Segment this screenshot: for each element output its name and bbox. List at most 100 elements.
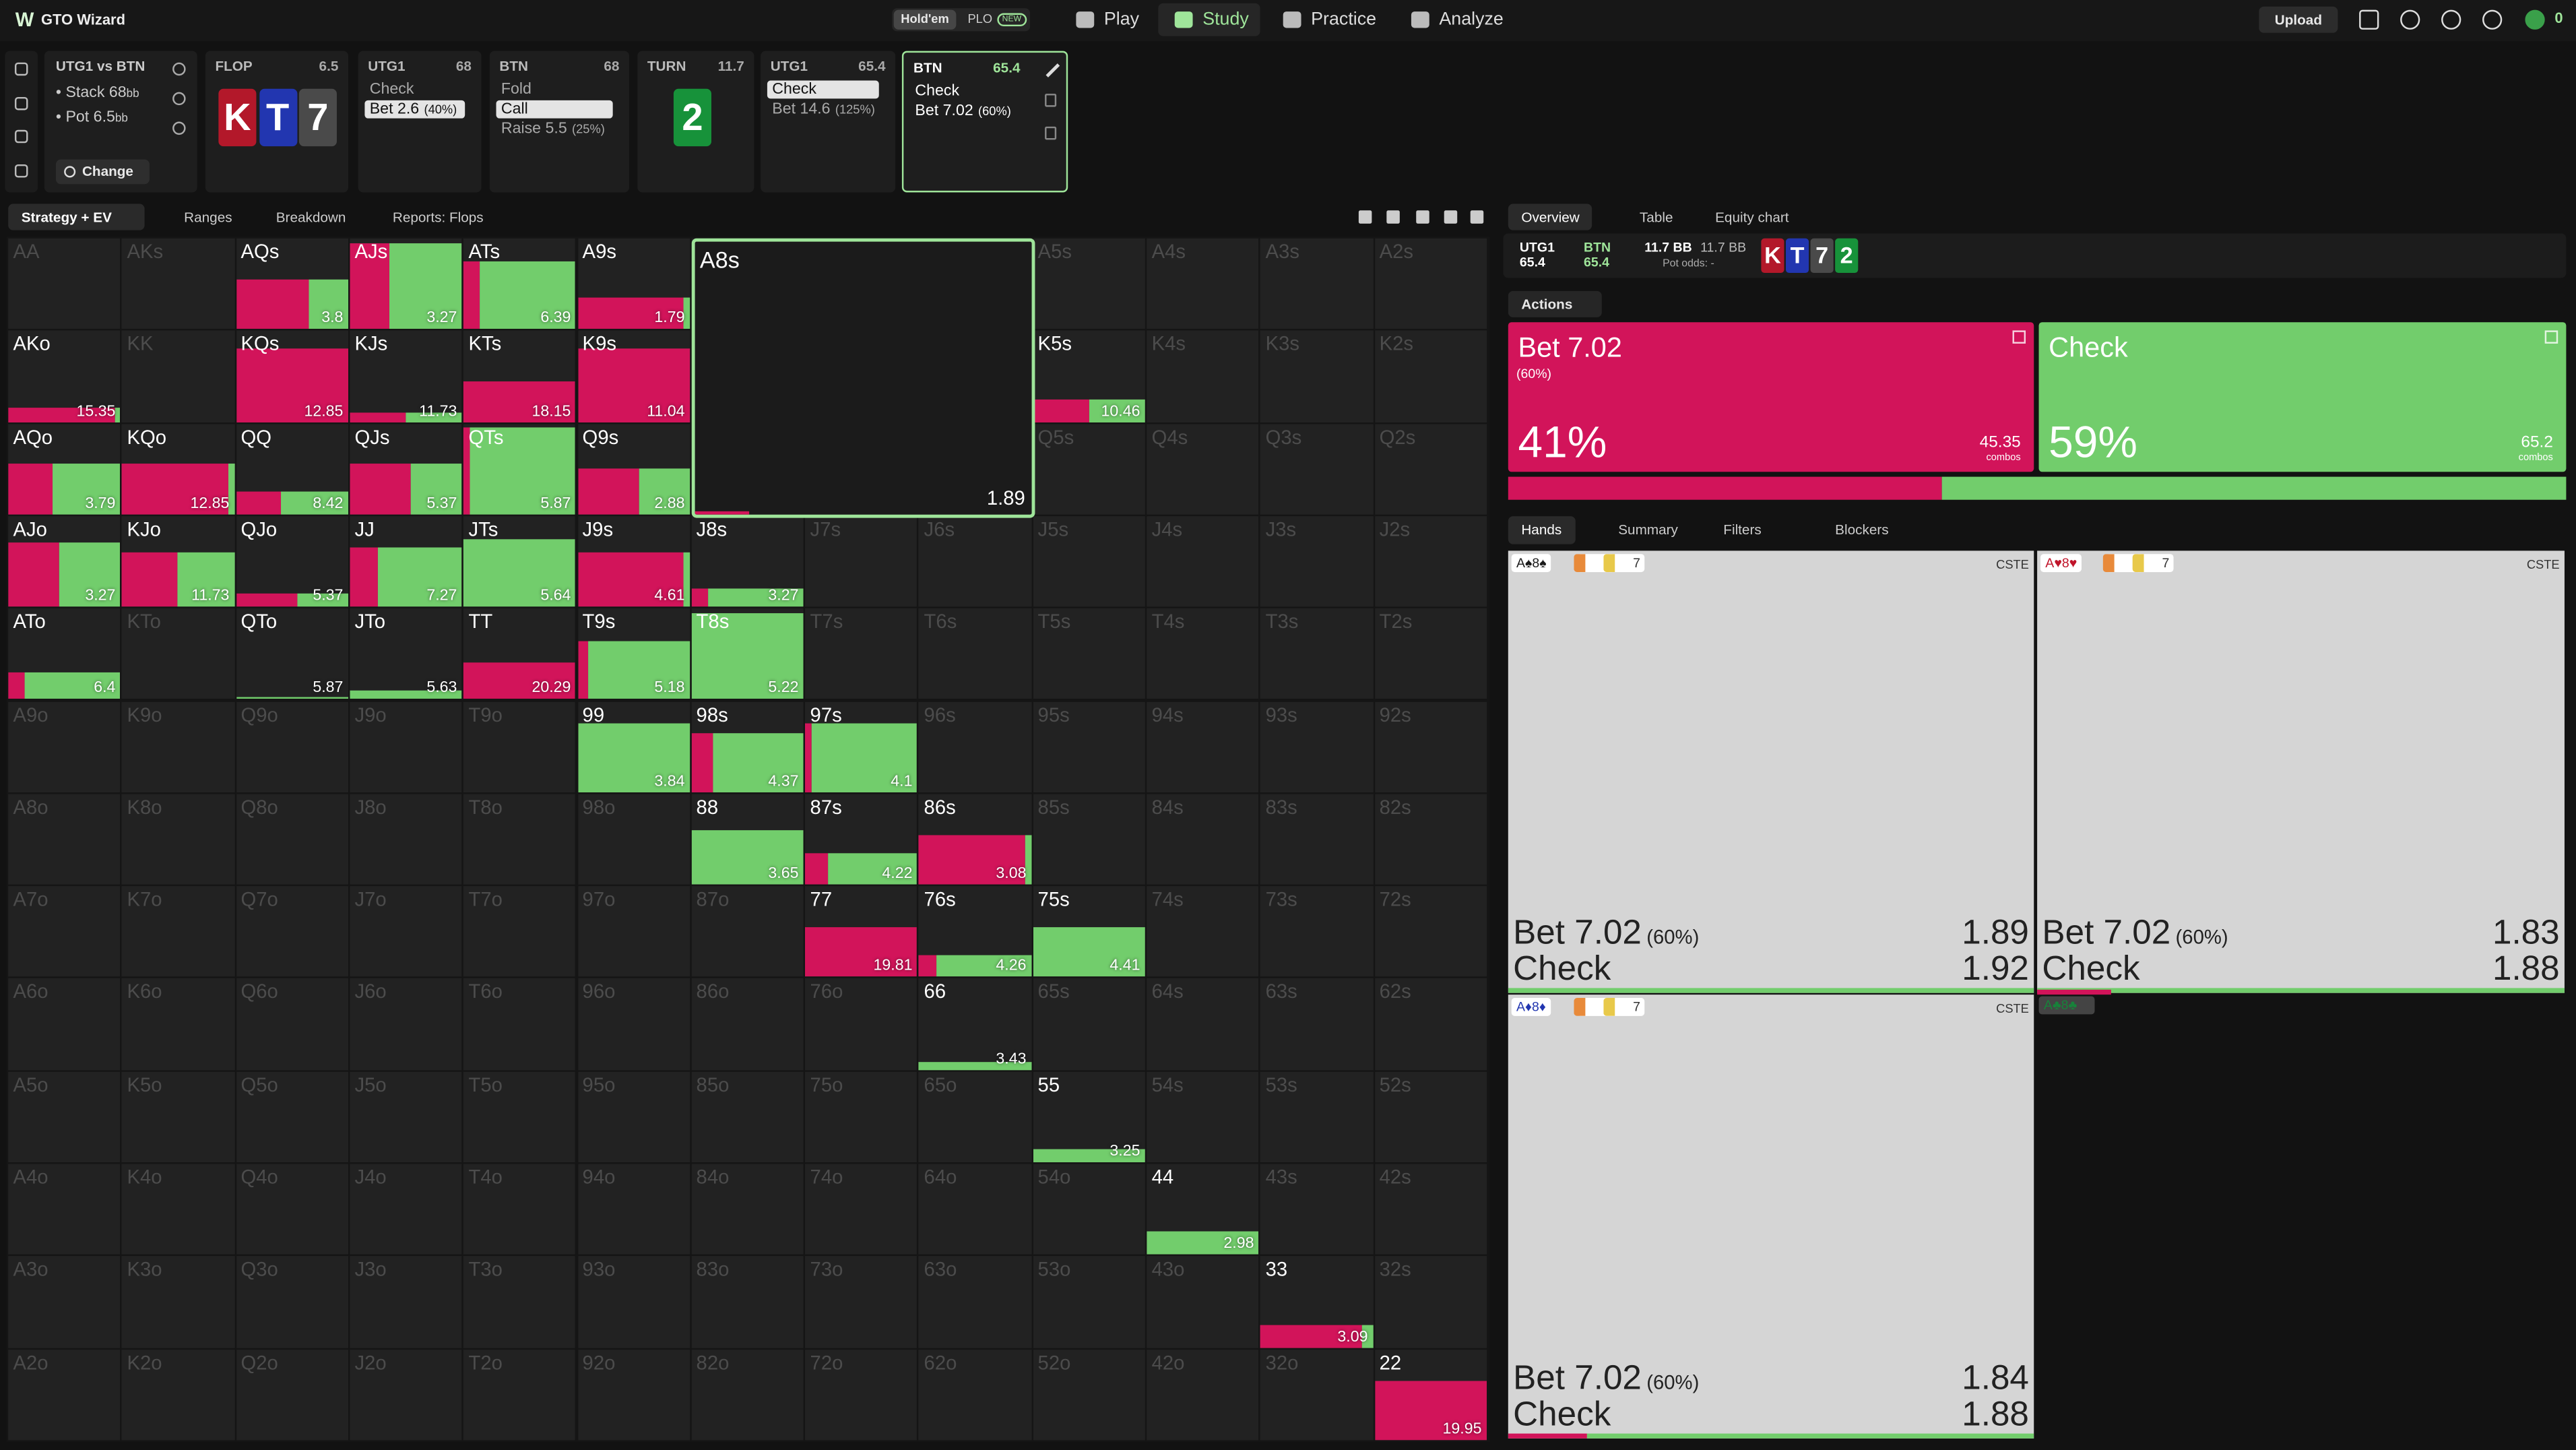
hand-cell[interactable]: J9s 4.61 — [577, 515, 690, 607]
street-card[interactable]: UTG1 65.4 Check Bet 14.6 (125%) — [761, 51, 896, 193]
hand-cell[interactable]: A3o — [8, 1256, 121, 1348]
nav-item[interactable]: Play — [1103, 9, 1140, 30]
hand-cell[interactable]: Q7o — [236, 886, 348, 978]
hand-cell[interactable]: Q5o — [236, 1071, 348, 1162]
hands-tab[interactable]: Filters — [1723, 521, 1762, 538]
hand-cell[interactable]: Q8o — [236, 793, 348, 885]
hand-cell[interactable]: AA — [8, 238, 121, 329]
nav-item[interactable]: Analyze — [1439, 9, 1504, 30]
overview-tab[interactable]: Equity chart — [1715, 208, 1789, 226]
hand-cell[interactable]: QTo 5.87 — [236, 608, 348, 700]
hand-cell[interactable]: Q2o — [236, 1349, 348, 1441]
hand-cell[interactable]: 97s 4.1 — [805, 701, 917, 792]
hand-cell[interactable]: J5s — [1033, 515, 1145, 607]
hand-cell[interactable]: 77 19.81 — [805, 886, 917, 978]
hand-cell[interactable]: 96o — [577, 978, 690, 1070]
street-option[interactable]: Bet 14.6 (125%) — [767, 100, 879, 119]
hand-cell[interactable]: A5s — [1033, 238, 1145, 329]
hand-cell[interactable]: AKo 15.35 — [8, 331, 121, 422]
hand-cell[interactable]: J3s — [1260, 515, 1373, 607]
hand-cell[interactable]: T7o — [463, 886, 576, 978]
hand-cell[interactable]: ATo 6.4 — [8, 608, 121, 700]
hand-cell[interactable]: 98o — [577, 793, 690, 885]
street-option[interactable]: Call — [496, 100, 613, 119]
street-option[interactable]: Bet 2.6 (40%) — [364, 100, 465, 119]
change-button[interactable]: Change — [55, 159, 150, 185]
hand-cell[interactable]: K4s — [1147, 331, 1259, 422]
hand-cell[interactable]: J2s — [1374, 515, 1487, 607]
hand-cell[interactable]: KQo 12.85 — [122, 423, 234, 515]
hand-cell[interactable]: 95s — [1033, 701, 1145, 792]
hand-cell[interactable]: K2s — [1374, 331, 1487, 422]
hand-cell[interactable]: JJ 7.27 — [350, 515, 462, 607]
hand-cell[interactable]: T4s — [1147, 608, 1259, 700]
hand-cell[interactable]: JTo 5.63 — [350, 608, 462, 700]
hand-cell[interactable]: Q3o — [236, 1256, 348, 1348]
header-icon[interactable] — [2525, 9, 2545, 30]
hand-cell[interactable]: 64o — [919, 1164, 1031, 1255]
hand-cell[interactable]: QTs 5.87 — [463, 423, 576, 515]
hand-cell[interactable]: A4o — [8, 1164, 121, 1255]
hand-cell[interactable]: 74s — [1147, 886, 1259, 978]
action-box[interactable]: Bet 7.02 (60%) 41% 45.35 combos — [1508, 322, 2034, 472]
hand-cell[interactable]: 92s — [1374, 701, 1487, 792]
hand-cell[interactable]: QQ 8.42 — [236, 423, 348, 515]
hand-cell[interactable]: T4o — [463, 1164, 576, 1255]
hand-cell[interactable]: 65o — [919, 1071, 1031, 1162]
hand-cell[interactable]: 53o — [1033, 1256, 1145, 1348]
overview-tab[interactable]: Overview — [1508, 203, 1593, 230]
hand-cell[interactable]: T9s 5.18 — [577, 608, 690, 700]
hand-cell[interactable]: AJo 3.27 — [8, 515, 121, 607]
hand-cell[interactable]: 93s — [1260, 701, 1373, 792]
actions-menu[interactable]: Actions — [1508, 290, 1602, 317]
hands-tab[interactable]: Hands — [1508, 516, 1575, 544]
hand-cell[interactable]: 85s — [1033, 793, 1145, 885]
hand-cell[interactable]: KJo 11.73 — [122, 515, 234, 607]
hand-cell[interactable]: 72o — [805, 1349, 917, 1441]
hand-cell[interactable]: K9s 11.04 — [577, 331, 690, 422]
hand-cell[interactable]: 85o — [691, 1071, 804, 1162]
hand-cell[interactable]: Q3s — [1260, 423, 1373, 515]
hand-cell[interactable]: T2s — [1374, 608, 1487, 700]
view-tab[interactable]: Ranges — [184, 208, 232, 226]
hand-cell[interactable]: T5o — [463, 1071, 576, 1162]
hand-cell[interactable]: K9o — [122, 701, 234, 792]
upload-button[interactable]: Upload — [2259, 6, 2338, 33]
hand-cell[interactable]: 22 19.95 — [1374, 1349, 1487, 1441]
hand-cell[interactable]: K3s — [1260, 331, 1373, 422]
hand-cell[interactable]: J2o — [350, 1349, 462, 1441]
street-option[interactable]: Raise 5.5 (25%) — [496, 120, 613, 138]
hand-cell[interactable]: 43o — [1147, 1256, 1259, 1348]
hand-cell[interactable]: J8s 3.27 — [691, 515, 804, 607]
hand-cell[interactable]: J6s — [919, 515, 1031, 607]
view-tab[interactable]: Strategy + EV — [8, 203, 145, 230]
spot-icon[interactable] — [172, 92, 186, 106]
hand-cell[interactable]: 82s — [1374, 793, 1487, 885]
hand-cell[interactable]: 86s 3.08 — [919, 793, 1031, 885]
hand-cell[interactable]: 74o — [805, 1164, 917, 1255]
hand-cell[interactable]: QJs 5.37 — [350, 423, 462, 515]
hand-cell[interactable]: 72s — [1374, 886, 1487, 978]
street-option[interactable]: Bet 7.02 (60%) — [910, 102, 1053, 120]
hand-cell[interactable]: 87s 4.22 — [805, 793, 917, 885]
layout-icon[interactable] — [1386, 210, 1400, 224]
header-icon[interactable] — [2359, 9, 2379, 30]
hand-cell[interactable]: 73o — [805, 1256, 917, 1348]
hand-cell[interactable]: 62s — [1374, 978, 1487, 1070]
hand-cell[interactable]: K3o — [122, 1256, 234, 1348]
hand-cell[interactable]: 64s — [1147, 978, 1259, 1070]
hand-cell[interactable]: 93o — [577, 1256, 690, 1348]
hand-cell[interactable]: 55 3.25 — [1033, 1071, 1145, 1162]
hand-cell[interactable]: T7s — [805, 608, 917, 700]
hand-cell[interactable]: KTo — [122, 608, 234, 700]
view-tab[interactable]: Breakdown — [276, 208, 346, 226]
hand-cell[interactable]: T8o — [463, 793, 576, 885]
layout-icon[interactable] — [1470, 210, 1484, 224]
hand-cell[interactable]: KQs 12.85 — [236, 331, 348, 422]
hand-cell[interactable]: 54o — [1033, 1164, 1145, 1255]
hand-cell[interactable]: 94s — [1147, 701, 1259, 792]
hand-cell[interactable]: 84s — [1147, 793, 1259, 885]
street-card[interactable]: BTN 65.4 Check Bet 7.02 (60%) — [901, 51, 1068, 193]
